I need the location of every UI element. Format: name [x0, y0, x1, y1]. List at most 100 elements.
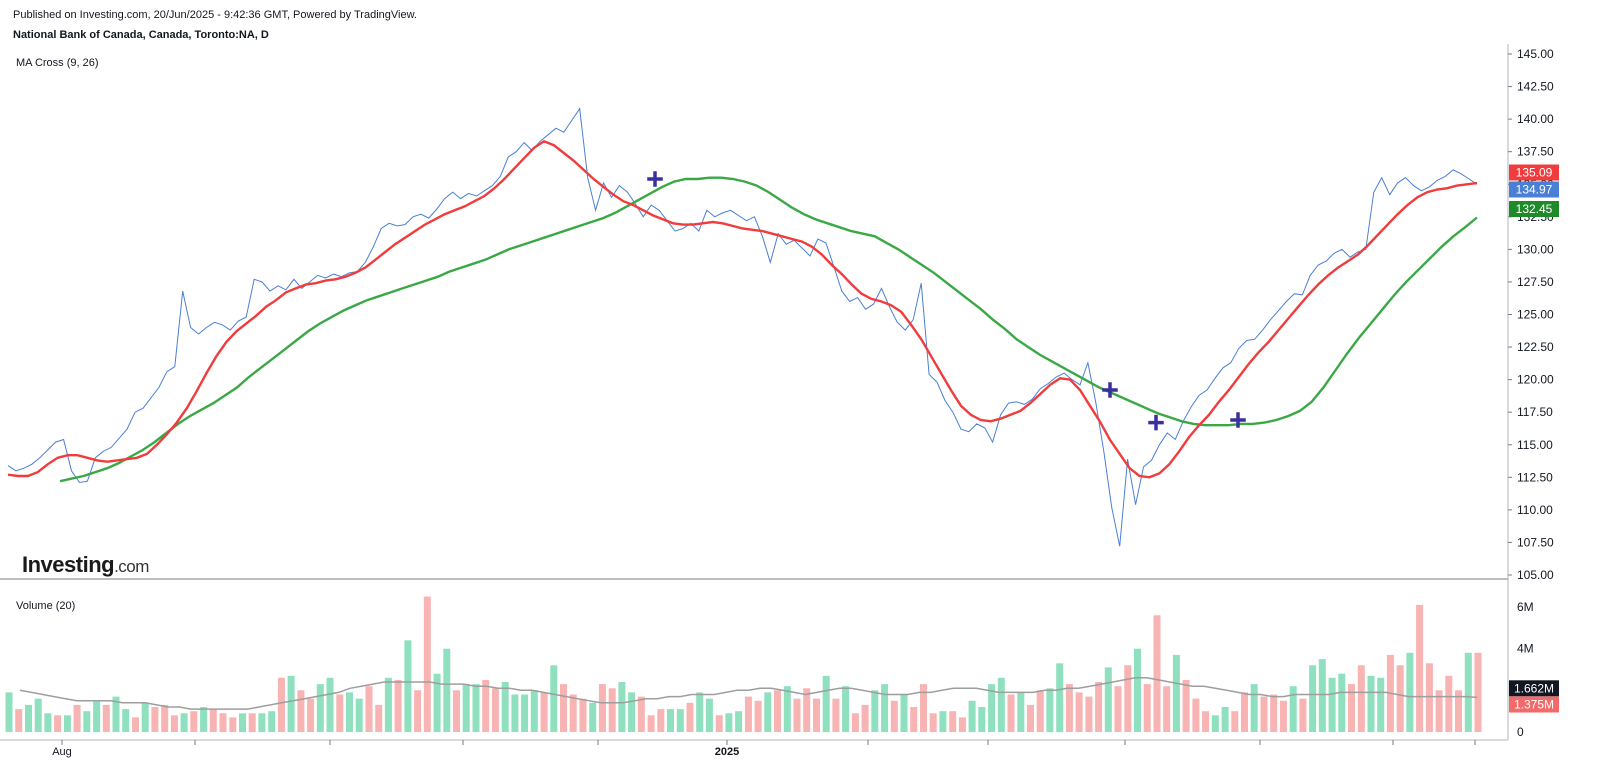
- volume-bar: [686, 702, 694, 732]
- volume-ma-last-value: 1.662M: [1514, 681, 1554, 695]
- volume-bar: [560, 684, 567, 732]
- volume-bar: [1163, 686, 1171, 732]
- volume-tick-label: 0: [1517, 725, 1524, 739]
- volume-bar: [1027, 704, 1034, 732]
- volume-tick-label: 6M: [1517, 600, 1534, 614]
- volume-bar: [1435, 690, 1443, 732]
- volume-bar: [540, 692, 548, 732]
- volume-bar: [54, 715, 62, 732]
- volume-bar: [1085, 696, 1093, 732]
- volume-bar: [1046, 688, 1054, 733]
- volume-bar: [336, 694, 344, 732]
- volume-bar: [200, 707, 208, 732]
- volume-bar: [1211, 715, 1219, 732]
- volume-bar: [997, 677, 1005, 732]
- volume-bar: [628, 692, 636, 732]
- volume-bar: [939, 711, 947, 732]
- volume-bars: [5, 596, 1482, 733]
- volume-bar: [803, 688, 811, 733]
- volume-bar: [783, 686, 791, 732]
- volume-bar: [1445, 675, 1453, 733]
- price-tick-label: 105.00: [1517, 568, 1554, 582]
- volume-bar: [326, 677, 334, 732]
- volume-bar: [268, 711, 276, 732]
- volume-bar: [346, 692, 353, 732]
- volume-bar: [433, 673, 441, 732]
- published-line: Published on Investing.com, 20/Jun/2025 …: [13, 9, 417, 21]
- volume-bar: [579, 698, 587, 732]
- volume-bar: [384, 677, 392, 732]
- volume-bar: [676, 709, 684, 732]
- volume-bar: [482, 679, 490, 732]
- volume-bar: [1095, 682, 1103, 732]
- volume-bar: [132, 717, 139, 732]
- volume-bar: [871, 690, 879, 732]
- volume-bar: [735, 711, 743, 732]
- volume-bar: [657, 709, 665, 732]
- volume-bar: [530, 690, 538, 732]
- volume-bar: [1202, 711, 1210, 732]
- volume-bar: [1455, 690, 1462, 732]
- volume-bar: [1192, 698, 1200, 732]
- volume-bar: [1124, 665, 1132, 732]
- volume-bar: [696, 692, 704, 732]
- volume-bar: [375, 704, 383, 732]
- volume-bar: [1143, 684, 1151, 732]
- volume-bar: [1367, 675, 1375, 733]
- volume-bar: [1017, 692, 1025, 732]
- volume-bar: [589, 702, 597, 732]
- volume-bar: [1348, 684, 1355, 732]
- price-tick-label: 140.00: [1517, 112, 1554, 126]
- volume-bar: [647, 715, 655, 732]
- logo-main: Investing: [22, 552, 115, 577]
- volume-bar: [161, 704, 169, 732]
- price-tick-label: 120.00: [1517, 373, 1554, 387]
- ma-slow-last-value-bg: [1509, 201, 1559, 217]
- ma-slow-last-value: 132.45: [1516, 202, 1553, 216]
- volume-bar: [93, 700, 101, 733]
- volume-bar: [229, 717, 237, 732]
- volume-bar: [637, 696, 645, 732]
- volume-bar: [307, 698, 315, 732]
- volume-bar: [394, 679, 402, 732]
- volume-bar: [1357, 665, 1365, 732]
- ma-fast-last-value: 135.09: [1516, 166, 1553, 180]
- time-tick-label: 2025: [715, 746, 739, 758]
- price-tick-label: 130.00: [1517, 242, 1554, 256]
- volume-bar: [881, 684, 889, 732]
- volume-bar: [365, 686, 373, 732]
- price-tick-label: 127.50: [1517, 275, 1554, 289]
- volume-bar: [1260, 696, 1268, 732]
- volume-bar: [34, 698, 42, 732]
- volume-bar: [1231, 711, 1239, 732]
- volume-bar: [316, 684, 324, 732]
- ma-cross-label: MA Cross (9, 26): [16, 57, 99, 69]
- volume-bar: [1338, 673, 1346, 732]
- volume-bar: [754, 700, 762, 733]
- volume-bar: [1299, 698, 1307, 732]
- volume-bar: [453, 690, 460, 732]
- ma-slow-series: [59, 176, 1478, 483]
- cross-marker: [1148, 414, 1164, 431]
- volume-bar: [949, 711, 957, 732]
- volume-bar: [764, 692, 772, 732]
- volume-bar: [618, 682, 626, 732]
- volume-bar: [5, 692, 13, 732]
- price-axis: 145.00142.50140.00137.50135.00132.50130.…: [1508, 47, 1554, 739]
- volume-bar: [355, 698, 363, 732]
- volume-bar: [15, 709, 23, 732]
- price-last-value: 134.97: [1516, 183, 1553, 197]
- price-tick-label: 107.50: [1517, 535, 1554, 549]
- volume-bar: [1377, 677, 1385, 732]
- volume-bar: [443, 648, 451, 732]
- volume-bar: [1007, 694, 1015, 732]
- volume-bar: [968, 700, 976, 733]
- volume-bar: [842, 686, 850, 732]
- volume-bar: [297, 690, 305, 732]
- last-value-tags: 135.09 134.97 132.45 1.662M 1.375M: [1509, 164, 1559, 713]
- cross-marker: [647, 171, 663, 187]
- volume-bar: [598, 684, 606, 732]
- volume-bar: [170, 715, 178, 732]
- volume-bar: [774, 690, 781, 732]
